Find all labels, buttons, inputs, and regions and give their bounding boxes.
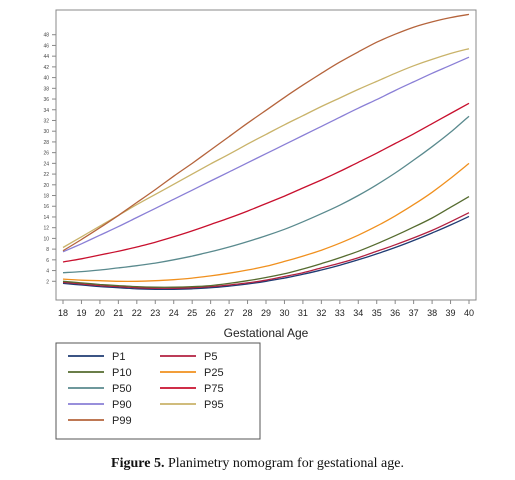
y-tick-label: 28 (43, 140, 49, 146)
legend-label-p90: P90 (112, 399, 132, 411)
x-tick-label: 21 (113, 308, 123, 318)
series-lines (62, 13, 470, 291)
x-tick-label: 30 (279, 308, 289, 318)
x-tick-label: 37 (409, 308, 419, 318)
nomogram-chart: 2468101214161820222426283032343638404244… (43, 9, 477, 440)
y-tick-label: 8 (46, 247, 49, 253)
legend-label-p99: P99 (112, 415, 132, 427)
y-tick-label: 30 (43, 129, 49, 135)
y-tick-label: 32 (43, 118, 49, 124)
x-axis-title: Gestational Age (224, 326, 309, 340)
x-tick-label: 34 (353, 308, 363, 318)
x-tick-label: 36 (390, 308, 400, 318)
legend-label-p50: P50 (112, 383, 132, 395)
x-tick-label: 20 (95, 308, 105, 318)
y-tick-label: 16 (43, 204, 49, 210)
y-tick-label: 48 (43, 33, 49, 39)
legend-label-p95: P95 (204, 399, 224, 411)
series-line-p50 (62, 115, 470, 274)
x-tick-label: 29 (261, 308, 271, 318)
x-tick-label: 26 (206, 308, 216, 318)
y-tick-label: 40 (43, 76, 49, 82)
y-tick-label: 44 (43, 54, 49, 60)
x-tick-label: 19 (76, 308, 86, 318)
series-line-p90 (62, 56, 470, 253)
y-tick-label: 14 (43, 215, 49, 221)
y-tick-label: 6 (46, 258, 49, 264)
y-tick-label: 4 (46, 269, 49, 275)
y-axis: 2468101214161820222426283032343638404244… (43, 33, 56, 285)
series-line-p75 (62, 102, 470, 263)
y-tick-label: 18 (43, 194, 49, 200)
figure-label: Figure 5. (111, 456, 165, 471)
x-tick-label: 23 (150, 308, 160, 318)
legend-box (55, 342, 261, 440)
y-tick-label: 34 (43, 108, 49, 114)
legend: P1 P5 P10 P25 P50 P75 P90 P95 P99 (55, 342, 261, 440)
y-tick-label: 42 (43, 65, 49, 71)
figure-caption: Figure 5. Planimetry nomogram for gestat… (0, 456, 515, 472)
x-tick-label: 39 (446, 308, 456, 318)
x-tick-label: 35 (372, 308, 382, 318)
y-tick-label: 38 (43, 86, 49, 92)
y-tick-label: 46 (43, 43, 49, 49)
series-line-p95 (62, 48, 470, 249)
series-line-p10 (62, 196, 470, 288)
x-tick-label: 32 (316, 308, 326, 318)
legend-label-p75: P75 (204, 383, 224, 395)
series-line-p1 (62, 215, 470, 291)
y-tick-label: 10 (43, 236, 49, 242)
legend-label-p10: P10 (112, 367, 132, 379)
y-tick-label: 20 (43, 183, 49, 189)
y-tick-label: 2 (46, 279, 49, 285)
y-tick-label: 22 (43, 172, 49, 178)
x-tick-label: 27 (224, 308, 234, 318)
x-tick-label: 38 (427, 308, 437, 318)
series-line-p5 (62, 212, 470, 289)
plot-frame (55, 9, 477, 301)
y-tick-label: 36 (43, 97, 49, 103)
y-tick-label: 24 (43, 161, 49, 167)
legend-label-p5: P5 (204, 351, 217, 363)
legend-label-p25: P25 (204, 367, 224, 379)
x-tick-label: 22 (132, 308, 142, 318)
x-tick-label: 31 (298, 308, 308, 318)
x-tick-label: 18 (58, 308, 68, 318)
figure-caption-text: Planimetry nomogram for gestational age. (167, 456, 404, 471)
x-tick-label: 28 (243, 308, 253, 318)
y-tick-label: 12 (43, 226, 49, 232)
x-tick-label: 40 (464, 308, 474, 318)
series-line-p99 (62, 13, 470, 252)
legend-label-p1: P1 (112, 351, 125, 363)
x-tick-label: 33 (335, 308, 345, 318)
x-tick-label: 25 (187, 308, 197, 318)
series-line-p25 (62, 162, 470, 283)
x-tick-label: 24 (169, 308, 179, 318)
x-axis: 18 19 20 21 22 23 24 25 26 27 28 29 30 31 32 33 34 35 36 37… (58, 300, 474, 318)
y-tick-label: 26 (43, 151, 49, 157)
